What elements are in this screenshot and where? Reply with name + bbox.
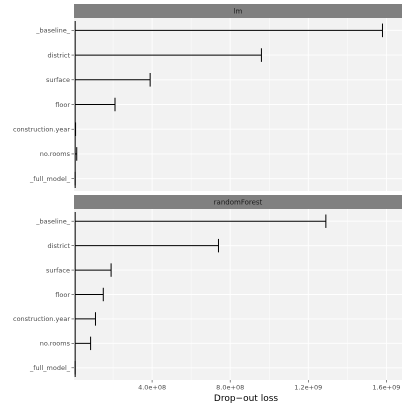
panel-0: lm _baseline_ district surface floor construc… [13, 4, 402, 191]
panel-title: randomForest [214, 199, 263, 207]
y-tick-label: _full_model_ [29, 175, 71, 183]
panel-strip [74, 4, 402, 18]
y-tick-label: construction.year [13, 126, 70, 134]
panel-1: randomForest _baseline_ district surface flo… [13, 195, 402, 380]
x-tick-label: 8.0e+08 [216, 384, 244, 392]
y-tick-label: floor [55, 291, 70, 299]
x-tick-label: 1.6e+09 [372, 384, 400, 392]
x-axis-title: Drop−out loss [214, 394, 278, 404]
y-tick-label: surface [46, 76, 70, 84]
y-tick-label: _full_model_ [29, 364, 71, 372]
x-tick-label: 1.2e+09 [294, 384, 322, 392]
y-tick-label: no.rooms [40, 150, 71, 158]
y-tick-label: no.rooms [40, 340, 71, 348]
panels: lm _baseline_ district surface floor construc… [13, 4, 402, 380]
y-tick-label: _baseline_ [35, 27, 70, 35]
x-tick-label: 4.0e+08 [138, 384, 166, 392]
y-tick-label: _baseline_ [35, 218, 70, 226]
panel-strip [74, 195, 402, 209]
y-tick-label: district [48, 51, 71, 59]
y-tick-label: floor [55, 101, 70, 109]
y-tick-label: construction.year [13, 315, 70, 323]
x-axis: 4.0e+08 8.0e+08 1.2e+09 1.6e+09 [138, 380, 400, 392]
y-tick-label: surface [46, 266, 70, 274]
y-tick-label: district [48, 242, 71, 250]
panel-title: lm [234, 8, 243, 16]
